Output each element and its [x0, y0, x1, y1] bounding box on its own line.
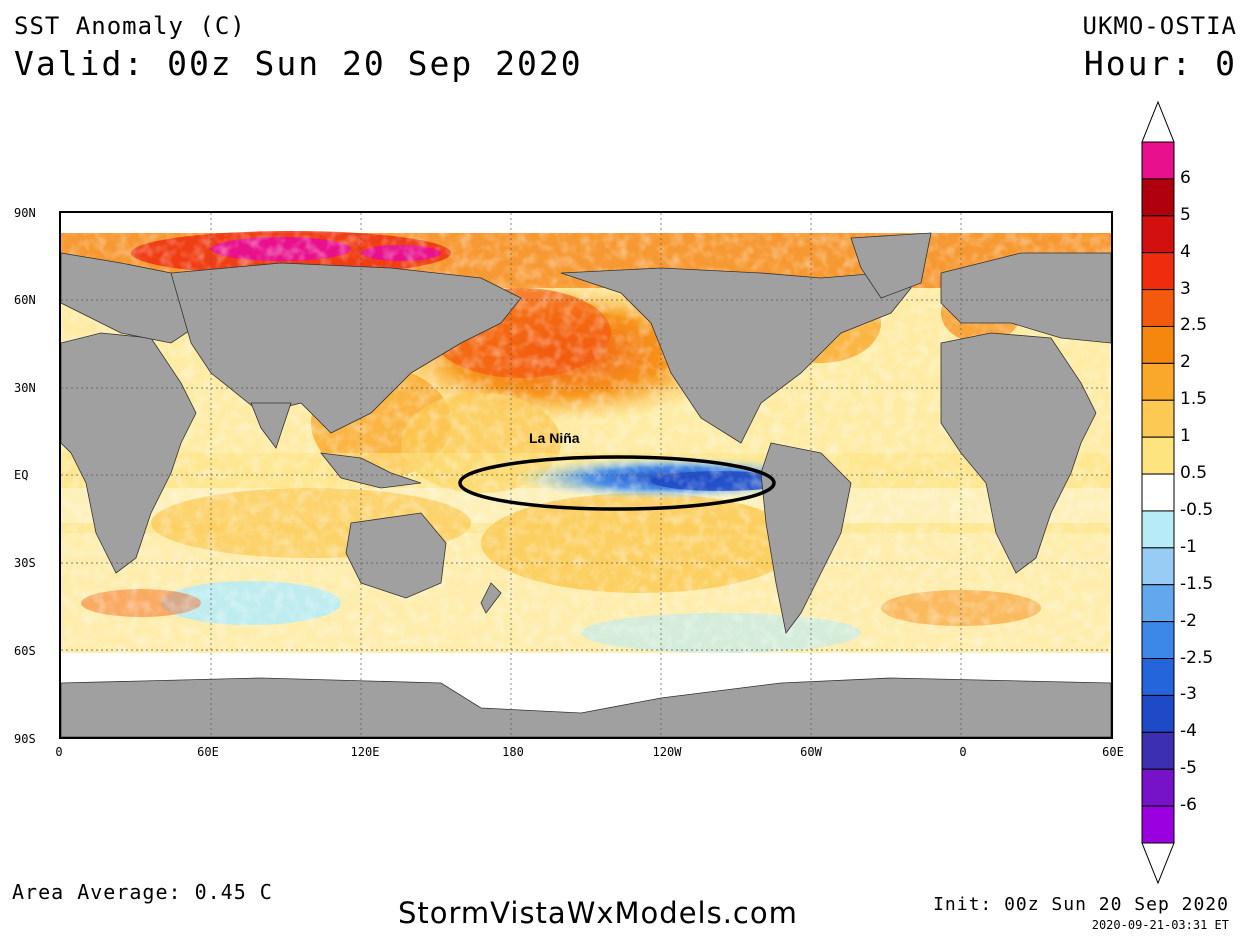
colorbar-swatch — [1141, 252, 1175, 291]
colorbar-swatch — [1141, 584, 1175, 623]
colorbar-label: -0.5 — [1180, 499, 1214, 520]
colorbar-bottom-arrow — [1141, 842, 1175, 885]
colorbar-swatch — [1141, 289, 1175, 327]
colorbar-label: -4 — [1180, 721, 1197, 742]
colorbar-label: -2.5 — [1180, 647, 1214, 668]
colorbar-swatch — [1141, 362, 1175, 401]
colorbar-label: 2.5 — [1180, 315, 1208, 336]
colorbar — [1141, 100, 1175, 885]
lon-label: 60E — [1102, 745, 1124, 759]
colorbar-label: 5 — [1180, 204, 1191, 225]
valid-time: Valid: 00z Sun 20 Sep 2020 — [14, 44, 583, 83]
lon-label: 60E — [197, 745, 219, 759]
sst-anomaly-map — [59, 211, 1113, 739]
colorbar-label: -3 — [1180, 684, 1197, 705]
generated-timestamp: 2020-09-21-03:31 ET — [1091, 918, 1229, 932]
colorbar-swatch — [1141, 547, 1175, 586]
lon-label: 0 — [55, 745, 63, 759]
colorbar-label: -5 — [1180, 758, 1197, 779]
colorbar-swatch — [1141, 805, 1175, 844]
colorbar-label: 3 — [1180, 278, 1191, 299]
lon-label: 120E — [350, 745, 380, 759]
colorbar-swatch — [1141, 731, 1175, 770]
colorbar-swatch — [1141, 768, 1175, 807]
colorbar-swatch — [1141, 399, 1175, 438]
lat-label: 30S — [14, 556, 36, 570]
lat-label: 30N — [14, 381, 36, 395]
colorbar-swatch — [1141, 141, 1175, 180]
colorbar-swatch — [1141, 325, 1175, 364]
lon-label: 60W — [800, 745, 822, 759]
colorbar-label: 6 — [1180, 167, 1191, 188]
la-nina-label: La Niña — [529, 430, 580, 446]
colorbar-top-arrow — [1141, 100, 1175, 143]
colorbar-label: -2 — [1180, 610, 1197, 631]
forecast-hour: Hour: 0 — [1083, 44, 1237, 83]
colorbar-swatch — [1141, 178, 1175, 217]
land-masses — [61, 232, 1111, 737]
lat-label: 60S — [14, 644, 36, 658]
model-name: UKMO-OSTIA — [1082, 12, 1237, 40]
colorbar-label: -6 — [1180, 795, 1197, 816]
colorbar-label: -1.5 — [1180, 573, 1214, 594]
site-watermark: StormVistaWxModels.com — [398, 896, 798, 930]
colorbar-label: 2 — [1180, 352, 1191, 373]
init-time: Init: 00z Sun 20 Sep 2020 — [933, 894, 1229, 915]
colorbar-label: 1.5 — [1180, 389, 1208, 410]
la-nina-ellipse — [458, 455, 776, 511]
colorbar-label: 0.5 — [1180, 463, 1208, 484]
chart-title: SST Anomaly (C) — [14, 12, 246, 40]
lon-label: 0 — [959, 745, 967, 759]
area-average: Area Average: 0.45 C — [12, 880, 273, 904]
colorbar-label: 1 — [1180, 426, 1191, 447]
colorbar-swatch — [1141, 473, 1175, 512]
colorbar-swatch — [1141, 215, 1175, 254]
colorbar-swatch — [1141, 694, 1175, 733]
colorbar-swatch — [1141, 621, 1175, 660]
colorbar-label: -1 — [1180, 536, 1197, 557]
lat-label: 90N — [14, 206, 36, 220]
lon-label: 120W — [652, 745, 682, 759]
colorbar-swatch — [1141, 436, 1175, 475]
lat-label: 60N — [14, 293, 36, 307]
lat-label: 90S — [14, 732, 36, 746]
map-gridlines — [61, 213, 1111, 737]
colorbar-swatch — [1141, 510, 1175, 549]
colorbar-label: 4 — [1180, 241, 1191, 262]
lat-label: EQ — [14, 468, 29, 482]
lon-label: 180 — [502, 745, 524, 759]
colorbar-swatch — [1141, 658, 1175, 696]
